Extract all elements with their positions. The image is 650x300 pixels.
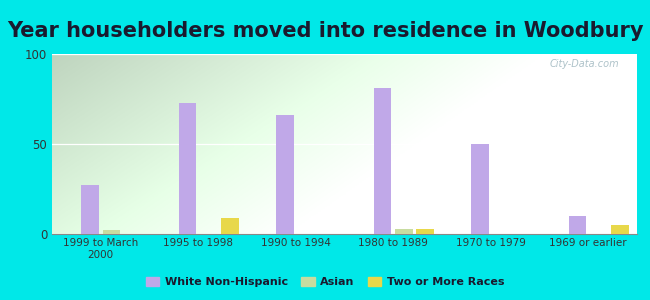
Bar	[611, 225, 629, 234]
Bar	[81, 185, 99, 234]
Bar	[103, 230, 120, 234]
Bar	[395, 229, 413, 234]
Legend: White Non-Hispanic, Asian, Two or More Races: White Non-Hispanic, Asian, Two or More R…	[142, 272, 508, 291]
Bar	[276, 115, 294, 234]
Bar	[221, 218, 239, 234]
Text: Year householders moved into residence in Woodbury: Year householders moved into residence i…	[6, 21, 644, 41]
Bar	[179, 103, 196, 234]
Text: City-Data.com: City-Data.com	[550, 59, 619, 69]
Bar	[374, 88, 391, 234]
Bar	[416, 229, 434, 234]
Bar	[569, 216, 586, 234]
Bar	[471, 144, 489, 234]
